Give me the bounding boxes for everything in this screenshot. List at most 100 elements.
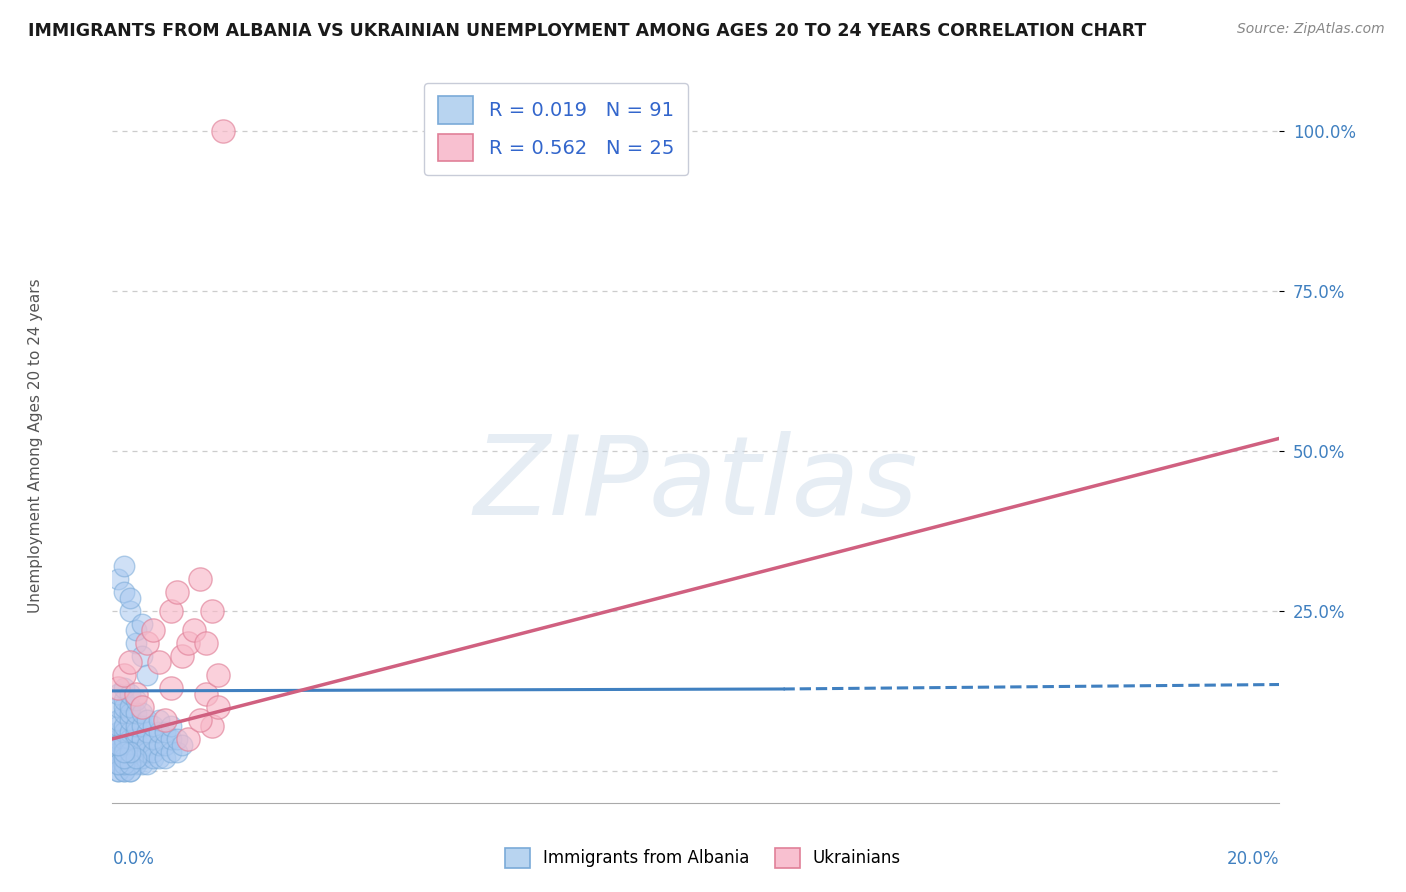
Point <box>118 713 141 727</box>
Point <box>153 751 176 765</box>
Point <box>136 636 159 650</box>
Point <box>166 745 188 759</box>
Text: 0.0%: 0.0% <box>112 850 155 868</box>
Point <box>125 725 148 739</box>
Point <box>148 751 170 765</box>
Point <box>118 604 141 618</box>
Text: Unemployment Among Ages 20 to 24 years: Unemployment Among Ages 20 to 24 years <box>28 278 42 614</box>
Point <box>212 124 235 138</box>
Point <box>131 719 153 733</box>
Point <box>112 751 135 765</box>
Point <box>107 719 129 733</box>
Point <box>131 745 153 759</box>
Point <box>160 604 183 618</box>
Point <box>112 668 135 682</box>
Point <box>153 725 176 739</box>
Point <box>160 681 183 695</box>
Point <box>112 757 135 772</box>
Point <box>188 572 211 586</box>
Point <box>142 719 165 733</box>
Point <box>207 699 229 714</box>
Point <box>136 713 159 727</box>
Point <box>118 745 141 759</box>
Point <box>142 623 165 637</box>
Point <box>112 706 135 721</box>
Point <box>194 687 217 701</box>
Point <box>118 745 141 759</box>
Point <box>131 699 153 714</box>
Point <box>142 751 165 765</box>
Point <box>125 731 148 746</box>
Point <box>125 751 148 765</box>
Legend: Immigrants from Albania, Ukrainians: Immigrants from Albania, Ukrainians <box>498 841 908 875</box>
Point <box>136 738 159 752</box>
Point <box>148 725 170 739</box>
Point <box>107 572 129 586</box>
Point <box>125 636 148 650</box>
Point <box>153 738 176 752</box>
Point <box>107 731 129 746</box>
Point <box>160 719 183 733</box>
Point <box>125 706 148 721</box>
Point <box>118 655 141 669</box>
Point <box>118 751 141 765</box>
Point <box>125 693 148 707</box>
Point <box>177 731 200 746</box>
Point <box>107 681 129 695</box>
Point <box>118 591 141 606</box>
Point <box>125 623 148 637</box>
Point <box>172 648 194 663</box>
Point <box>125 745 148 759</box>
Point <box>131 751 153 765</box>
Point <box>112 559 135 574</box>
Point <box>153 713 176 727</box>
Point <box>112 751 135 765</box>
Point <box>112 699 135 714</box>
Point <box>201 719 224 733</box>
Point <box>107 757 129 772</box>
Point <box>183 623 205 637</box>
Point <box>125 757 148 772</box>
Point <box>188 713 211 727</box>
Point <box>112 584 135 599</box>
Point <box>207 668 229 682</box>
Legend: R = 0.019   N = 91, R = 0.562   N = 25: R = 0.019 N = 91, R = 0.562 N = 25 <box>425 83 688 175</box>
Point <box>160 745 183 759</box>
Point <box>107 751 129 765</box>
Point <box>142 731 165 746</box>
Point <box>107 757 129 772</box>
Text: Source: ZipAtlas.com: Source: ZipAtlas.com <box>1237 22 1385 37</box>
Point <box>142 745 165 759</box>
Point <box>112 745 135 759</box>
Point <box>118 764 141 778</box>
Point <box>118 731 141 746</box>
Point <box>112 731 135 746</box>
Point <box>118 725 141 739</box>
Point <box>112 757 135 772</box>
Point <box>125 719 148 733</box>
Point <box>177 636 200 650</box>
Point <box>172 738 194 752</box>
Point <box>131 616 153 631</box>
Point <box>107 713 129 727</box>
Point <box>107 764 129 778</box>
Point <box>112 745 135 759</box>
Point <box>201 604 224 618</box>
Point <box>166 584 188 599</box>
Point <box>125 687 148 701</box>
Point <box>107 738 129 752</box>
Point <box>107 699 129 714</box>
Point <box>118 764 141 778</box>
Text: ZIPatlas: ZIPatlas <box>474 432 918 539</box>
Point <box>148 738 170 752</box>
Point <box>118 687 141 701</box>
Point <box>118 738 141 752</box>
Point <box>107 687 129 701</box>
Point <box>131 731 153 746</box>
Point <box>166 731 188 746</box>
Point <box>107 745 129 759</box>
Point <box>118 757 141 772</box>
Point <box>136 725 159 739</box>
Point <box>131 757 153 772</box>
Point <box>112 738 135 752</box>
